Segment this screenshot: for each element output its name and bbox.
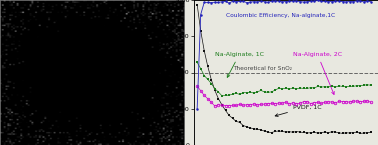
Y-axis label: Specific Capacity (mA h g⁻¹): Specific Capacity (mA h g⁻¹) bbox=[166, 28, 172, 117]
Text: Coulombic Efficiency, Na-alginate,1C: Coulombic Efficiency, Na-alginate,1C bbox=[226, 13, 335, 18]
Text: Na-Alginate, 2C: Na-Alginate, 2C bbox=[293, 52, 342, 94]
Text: PVDF, 1C: PVDF, 1C bbox=[275, 104, 322, 116]
Text: Theoretical for SnO₂: Theoretical for SnO₂ bbox=[232, 66, 291, 71]
Text: Na-Alginate, 1C: Na-Alginate, 1C bbox=[215, 52, 264, 77]
